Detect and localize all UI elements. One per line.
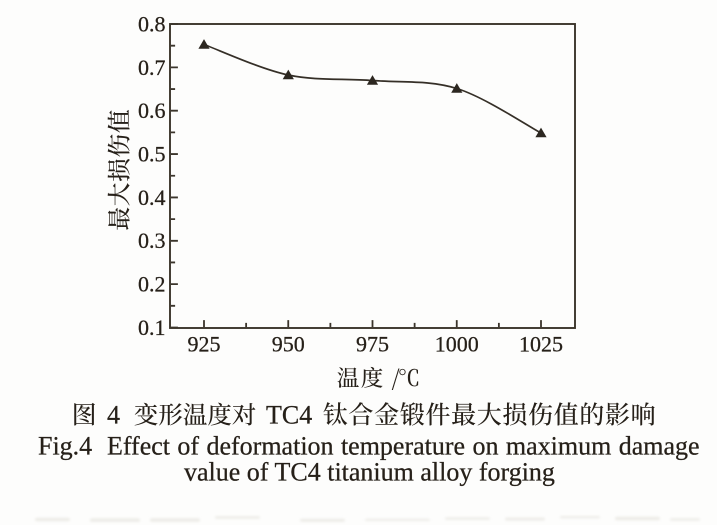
svg-text:Fig.4 Effect of deformation t: Fig.4 Effect of deformation temperature … <box>38 432 700 461</box>
svg-text:0.7: 0.7 <box>138 55 166 80</box>
svg-text:value of TC4 titanium alloy fo: value of TC4 titanium alloy forging <box>184 458 555 487</box>
svg-text:975: 975 <box>356 332 389 357</box>
svg-text:925: 925 <box>188 332 221 357</box>
svg-text:4: 4 <box>107 401 120 430</box>
svg-text:0.2: 0.2 <box>138 272 166 297</box>
svg-text:0.6: 0.6 <box>138 98 166 123</box>
svg-text:0.8: 0.8 <box>138 11 166 36</box>
svg-text:0.3: 0.3 <box>138 228 166 253</box>
svg-text:TC4: TC4 <box>266 401 312 430</box>
svg-text:950: 950 <box>272 332 305 357</box>
svg-text:1000: 1000 <box>435 332 479 357</box>
svg-text:0.1: 0.1 <box>138 315 166 340</box>
svg-text:0.4: 0.4 <box>138 185 166 210</box>
svg-text:1025: 1025 <box>519 332 563 357</box>
svg-text:0.5: 0.5 <box>138 141 166 166</box>
